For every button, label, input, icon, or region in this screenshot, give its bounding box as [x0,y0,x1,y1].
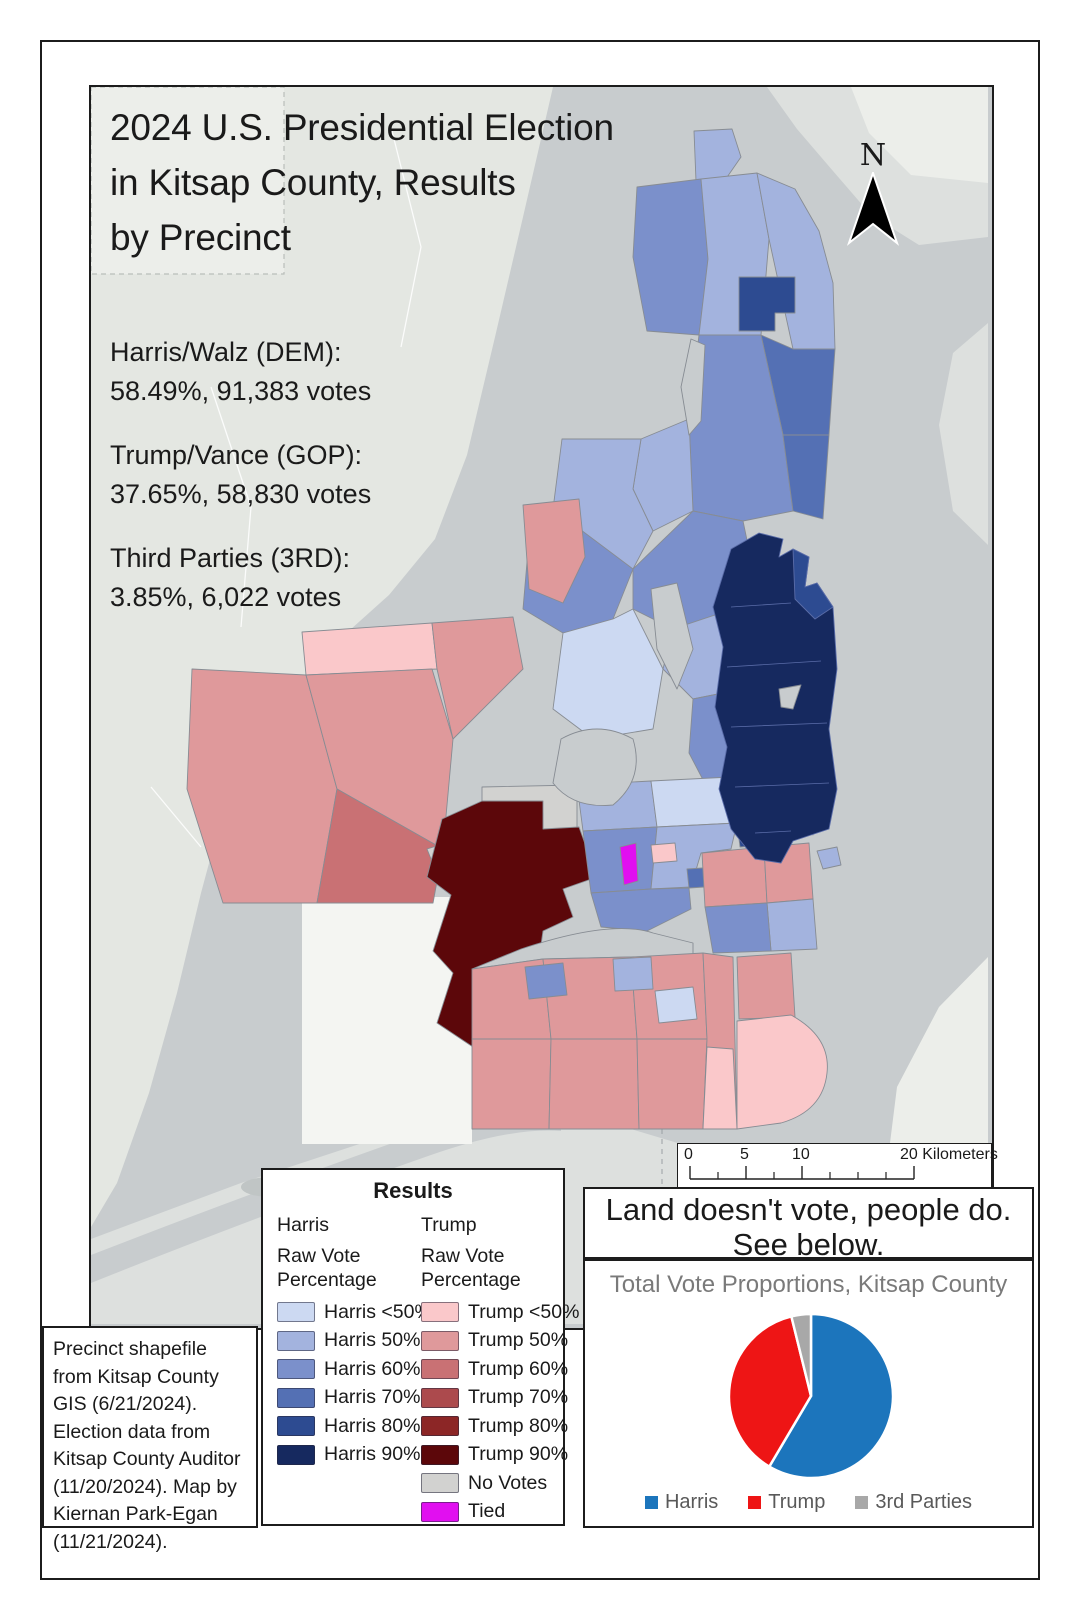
legend-column-name: Harris [277,1214,329,1236]
legend-item: Trump 70% [421,1384,568,1413]
color-swatch [421,1473,459,1494]
scale-tick-label: 5 [740,1146,749,1163]
legend-item: Harris 60% [277,1355,420,1384]
precincts [186,128,842,1130]
color-swatch [421,1302,459,1323]
legend-item: Trump 90% [421,1441,568,1470]
tied-precinct [619,842,639,886]
legend-column-harris: Harris Raw Vote Percentage Harris <50% H… [277,1210,432,1470]
color-swatch [421,1359,459,1380]
quote-box: Land doesn't vote, people do. See below. [583,1187,1034,1262]
north-arrow: N [843,140,903,252]
north-label: N [859,138,887,173]
quote-line: Land doesn't vote, people do. [605,1192,1012,1227]
precinct-map [91,87,988,1324]
scale-tick-label: 10 [792,1146,810,1163]
scale-bar-ticks [689,1166,915,1180]
legend-item: Trump 80% [421,1412,568,1441]
scale-tick-label: 20 Kilometers [900,1146,998,1163]
stat-label: Third Parties (3RD): [110,543,351,573]
credits-box: Precinct shapefile from Kitsap County GI… [42,1326,258,1553]
stat-label: Harris/Walz (DEM): [110,337,342,367]
stat-harris: Harris/Walz (DEM): 58.49%, 91,383 votes [110,333,371,411]
pie-legend-label: Trump [768,1491,826,1513]
pie-legend-item: Harris [644,1491,719,1514]
legend-item: Harris 50% [277,1327,420,1356]
harris-swatch [644,1496,658,1509]
legend-item: Harris 80% [277,1412,420,1441]
stat-value: 58.49%, 91,383 votes [110,376,372,406]
pie-slice [727,1315,813,1468]
extent-rectangle [91,87,285,275]
color-swatch [277,1302,315,1323]
stat-value: 3.85%, 6,022 votes [110,582,342,612]
pie-legend-item: Trump [748,1491,825,1514]
stat-third: Third Parties (3RD): 3.85%, 6,022 votes [110,539,350,617]
credits-text: Precinct shapefile from Kitsap County GI… [53,1338,241,1553]
stat-label: Trump/Vance (GOP): [110,440,363,470]
pie-slice [768,1312,895,1480]
scale-tick-label: 0 [684,1146,693,1163]
legend-item: Trump 50% [421,1327,568,1356]
scale-bar: 0 5 10 20 Kilometers [677,1143,998,1188]
color-swatch [277,1359,315,1380]
legend-item: Harris <50% [277,1298,432,1327]
color-swatch [277,1444,315,1465]
pie-chart-title: Total Vote Proportions, Kitsap County [609,1271,1008,1298]
color-swatch [421,1444,459,1465]
map-legend: Results Harris Raw Vote Percentage Harri… [261,1168,579,1527]
legend-item: Trump 60% [421,1355,568,1384]
color-swatch [277,1330,315,1351]
hood-canal [91,1106,561,1283]
north-arrow-icon [846,169,900,246]
pie-legend: Harris Trump 3rd Parties [585,1491,1032,1514]
legend-item: Harris 70% [277,1384,420,1413]
page-border [40,40,1040,1580]
legend-column-trump: Trump Raw Vote Percentage Trump <50% Tru… [421,1210,579,1527]
pie-chart-panel: Total Vote Proportions, Kitsap County Ha… [583,1259,1034,1528]
color-swatch [277,1416,315,1437]
legend-item: No Votes [421,1469,561,1498]
rivers [150,126,422,848]
pie-legend-label: Harris [664,1491,719,1513]
page-title: 2024 U.S. Presidential Election in Kitsa… [110,107,614,258]
trump-swatch [748,1496,762,1509]
color-swatch [277,1387,315,1408]
legend-item: Harris 90% [277,1441,420,1470]
legend-item: Tied [421,1498,561,1527]
legend-item: Trump <50% [421,1298,579,1327]
third-parties-swatch [855,1496,869,1509]
pie-legend-item: 3rd Parties [855,1491,972,1514]
quote-line: See below. [732,1227,885,1262]
color-swatch [421,1330,459,1351]
pie-legend-label: 3rd Parties [875,1491,973,1513]
stat-trump: Trump/Vance (GOP): 37.65%, 58,830 votes [110,436,371,514]
color-swatch [421,1387,459,1408]
stat-value: 37.65%, 58,830 votes [110,479,372,509]
bainbridge-island [712,532,838,864]
pie-slice [790,1312,813,1398]
color-swatch [421,1501,459,1522]
color-swatch [421,1416,459,1437]
legend-title: Results [373,1178,453,1203]
pie-chart [727,1312,895,1480]
legend-column-name: Trump [421,1214,477,1236]
